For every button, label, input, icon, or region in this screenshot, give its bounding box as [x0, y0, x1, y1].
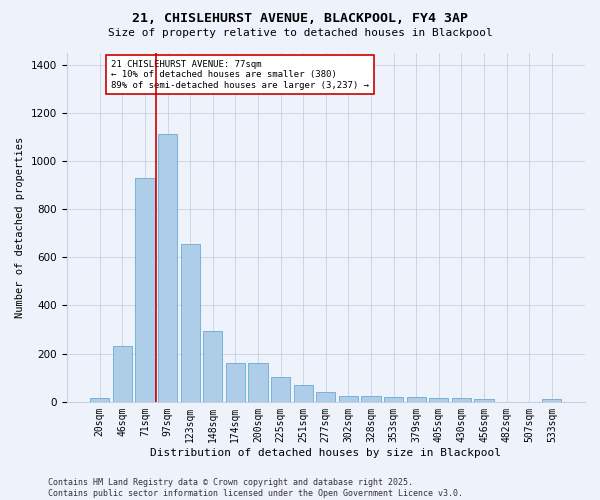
Bar	[203, 331, 223, 402]
Bar	[181, 244, 200, 402]
Bar	[316, 392, 335, 402]
Bar	[542, 400, 562, 402]
Bar	[248, 364, 268, 402]
Text: Contains HM Land Registry data © Crown copyright and database right 2025.
Contai: Contains HM Land Registry data © Crown c…	[48, 478, 463, 498]
Bar	[158, 134, 177, 402]
Y-axis label: Number of detached properties: Number of detached properties	[15, 136, 25, 318]
Bar	[452, 398, 471, 402]
Bar	[113, 346, 132, 402]
Bar	[293, 385, 313, 402]
Text: Size of property relative to detached houses in Blackpool: Size of property relative to detached ho…	[107, 28, 493, 38]
Bar	[226, 364, 245, 402]
Bar	[475, 400, 494, 402]
Text: 21, CHISLEHURST AVENUE, BLACKPOOL, FY4 3AP: 21, CHISLEHURST AVENUE, BLACKPOOL, FY4 3…	[132, 12, 468, 26]
Bar	[339, 396, 358, 402]
Bar	[361, 396, 380, 402]
Bar	[429, 398, 448, 402]
X-axis label: Distribution of detached houses by size in Blackpool: Distribution of detached houses by size …	[150, 448, 501, 458]
Bar	[384, 397, 403, 402]
Bar	[90, 398, 109, 402]
Bar	[407, 397, 426, 402]
Bar	[271, 376, 290, 402]
Bar	[136, 178, 155, 402]
Text: 21 CHISLEHURST AVENUE: 77sqm
← 10% of detached houses are smaller (380)
89% of s: 21 CHISLEHURST AVENUE: 77sqm ← 10% of de…	[111, 60, 369, 90]
